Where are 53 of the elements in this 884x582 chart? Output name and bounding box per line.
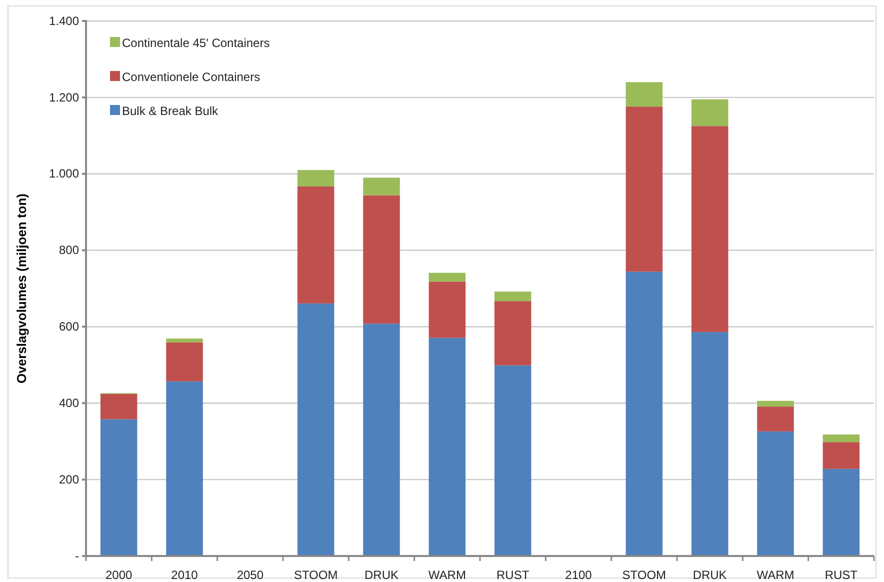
y-tick-label: 800: [58, 243, 80, 258]
bar: [626, 82, 663, 107]
bar: [428, 282, 466, 338]
y-tick-label: 200: [58, 472, 80, 486]
bar: [494, 292, 532, 302]
bar: [494, 365, 532, 556]
x-tick-label: RUST: [496, 568, 530, 582]
bar: [363, 178, 400, 196]
y-tick-label: 400: [58, 396, 80, 410]
y-tick-label: -: [75, 548, 79, 563]
bar: [691, 126, 728, 332]
bar: [757, 406, 794, 432]
x-tick-label: 2050: [236, 568, 264, 582]
bar: [297, 170, 334, 186]
y-axis-title: Overslagvolumes (miljoen ton): [14, 194, 29, 384]
bar: [166, 342, 203, 382]
bar: [822, 468, 860, 556]
x-tick-label: RUST: [824, 568, 858, 582]
bar: [100, 394, 138, 420]
bar: [691, 99, 728, 126]
x-tick-label: 2010: [171, 568, 198, 582]
bar: [297, 303, 334, 556]
x-tick-label: 2000: [105, 568, 133, 582]
bar: [691, 332, 728, 556]
x-tick-label: WARM: [756, 568, 794, 582]
bar: [100, 419, 138, 556]
x-tick-label: STOOM: [622, 568, 666, 582]
x-tick-label: 2100: [565, 568, 592, 582]
bar: [822, 434, 860, 442]
bar: [757, 431, 794, 556]
bar: [166, 338, 203, 342]
legend-label: Bulk & Break Bulk: [122, 104, 220, 118]
bar: [626, 106, 663, 272]
bar: [363, 324, 400, 556]
bar: [626, 272, 663, 556]
x-tick-label: STOOM: [294, 568, 338, 582]
legend-label: Continentale 45' Containers: [122, 36, 270, 50]
y-tick-label: 1.000: [48, 166, 80, 181]
bar: [822, 442, 860, 469]
bar: [428, 272, 466, 282]
x-tick-label: WARM: [428, 568, 466, 582]
y-tick-label: 1.400: [48, 14, 80, 28]
bar: [166, 381, 203, 556]
legend-label: Conventionele Containers: [122, 70, 260, 84]
bar: [363, 195, 400, 324]
x-tick-label: DRUK: [364, 568, 399, 582]
x-tick-label: DRUK: [692, 568, 727, 582]
bar: [428, 338, 466, 556]
y-tick-label: 1.200: [48, 90, 80, 104]
bar: [494, 301, 532, 366]
y-tick-label: 600: [58, 320, 80, 334]
bar: [297, 186, 334, 304]
bar: [757, 400, 794, 407]
